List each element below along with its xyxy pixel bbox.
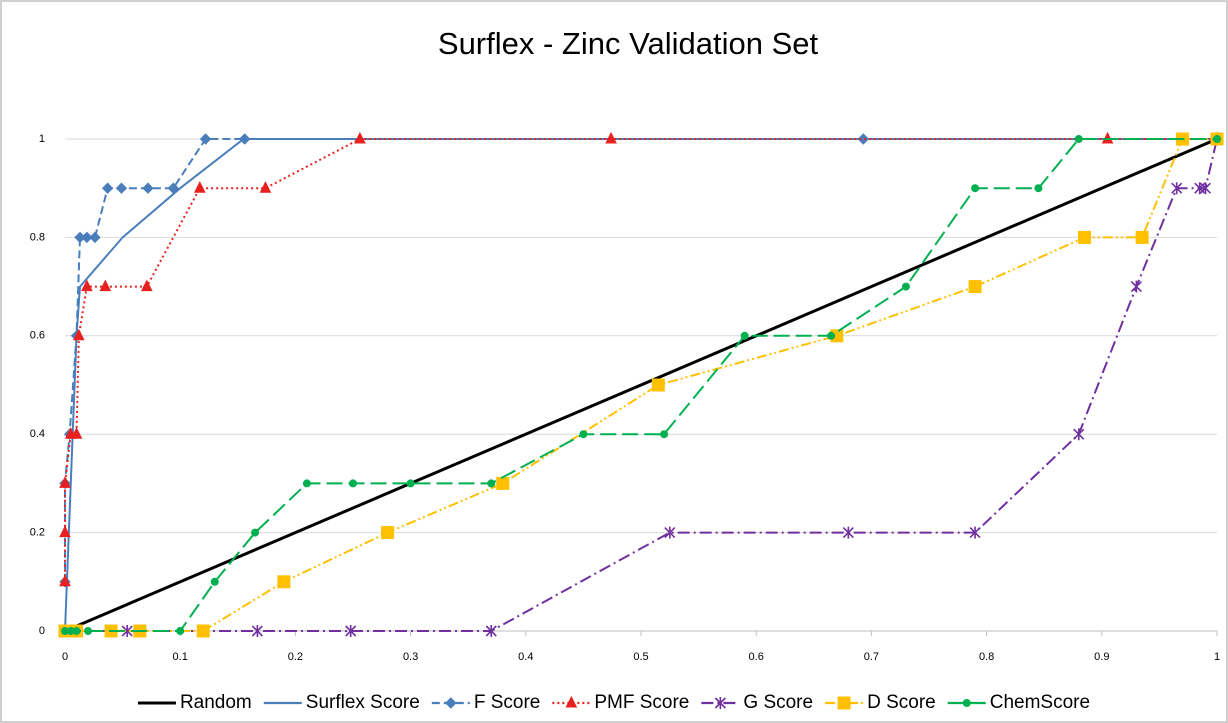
marker xyxy=(827,331,836,340)
y-tick-label: 0.2 xyxy=(30,527,45,539)
marker xyxy=(59,525,71,538)
marker xyxy=(487,479,496,488)
marker xyxy=(740,331,749,340)
marker xyxy=(496,476,510,490)
marker xyxy=(1078,230,1092,244)
marker xyxy=(345,625,357,637)
marker xyxy=(121,625,133,637)
y-tick-label: 1 xyxy=(39,133,45,145)
marker xyxy=(72,627,81,635)
marker xyxy=(199,133,212,145)
marker xyxy=(660,430,669,439)
x-tick-label: 0.8 xyxy=(979,651,994,663)
marker xyxy=(968,280,982,294)
marker xyxy=(101,182,114,194)
marker xyxy=(142,182,154,194)
legend-label: PMF Score xyxy=(594,692,689,713)
legend-label: G Score xyxy=(743,692,813,713)
marker xyxy=(714,697,726,709)
marker xyxy=(349,479,357,488)
marker xyxy=(842,526,854,539)
legend: Random Surflex Score F Score PMF Score G Sco… xyxy=(137,692,1090,713)
marker xyxy=(651,378,665,392)
marker xyxy=(1034,184,1043,193)
x-tick-label: 0.4 xyxy=(518,651,533,663)
x-tick-label: 0.7 xyxy=(864,651,879,663)
marker xyxy=(837,696,851,710)
marker xyxy=(210,577,219,586)
marker xyxy=(485,625,497,637)
marker xyxy=(1073,428,1085,441)
marker xyxy=(969,526,981,539)
x-tick-label: 1 xyxy=(1214,651,1220,663)
marker xyxy=(1171,182,1183,195)
x-tick-label: 0.1 xyxy=(173,651,188,663)
marker xyxy=(73,328,85,341)
marker xyxy=(277,575,291,589)
marker xyxy=(605,131,617,144)
marker xyxy=(354,131,366,144)
marker xyxy=(901,282,910,291)
marker xyxy=(167,182,179,194)
x-tick-label: 0.5 xyxy=(633,651,648,663)
marker xyxy=(99,279,112,292)
marker xyxy=(196,624,210,638)
marker xyxy=(81,279,93,292)
marker xyxy=(1074,135,1083,143)
marker xyxy=(971,184,980,193)
marker xyxy=(406,479,415,488)
marker xyxy=(259,181,272,193)
marker xyxy=(565,695,578,708)
marker xyxy=(193,181,206,193)
x-tick-label: 0.6 xyxy=(749,651,764,663)
legend-label: Surflex Score xyxy=(306,692,420,713)
legend-label: Random xyxy=(180,692,252,713)
marker xyxy=(579,430,588,439)
marker xyxy=(59,574,71,587)
marker xyxy=(962,699,971,707)
y-tick-label: 0.4 xyxy=(30,428,45,440)
series-line xyxy=(64,138,1217,632)
marker xyxy=(1213,135,1221,143)
marker xyxy=(857,133,870,145)
x-tick-label: 0.2 xyxy=(288,651,303,663)
x-tick-label: 0.9 xyxy=(1094,651,1109,663)
marker xyxy=(81,231,93,244)
marker xyxy=(445,697,457,709)
marker xyxy=(59,476,71,488)
series-line xyxy=(64,137,1218,633)
y-tick-label: 0.8 xyxy=(30,231,45,243)
x-tick-label: 0 xyxy=(62,651,68,663)
legend-label: ChemScore xyxy=(990,692,1090,713)
legend-label: F Score xyxy=(474,692,541,713)
series-line xyxy=(65,138,1217,632)
y-tick-label: 0 xyxy=(39,625,45,637)
series-line xyxy=(65,138,1218,632)
marker xyxy=(176,627,185,635)
marker xyxy=(239,133,251,145)
marker xyxy=(251,528,260,537)
marker xyxy=(84,627,93,635)
x-tick-label: 0.3 xyxy=(403,651,418,663)
marker xyxy=(664,526,676,539)
legend-label: D Score xyxy=(867,692,936,713)
chart-title: Surflex - Zinc Validation Set xyxy=(438,26,819,61)
marker xyxy=(1199,182,1212,195)
y-tick-label: 0.6 xyxy=(30,330,45,342)
marker xyxy=(381,526,395,540)
marker xyxy=(302,479,311,488)
marker xyxy=(70,427,83,439)
marker xyxy=(140,279,153,292)
marker xyxy=(115,182,128,194)
marker xyxy=(251,625,263,637)
marker xyxy=(89,231,101,244)
marker xyxy=(1135,230,1149,244)
marker xyxy=(1130,280,1142,293)
